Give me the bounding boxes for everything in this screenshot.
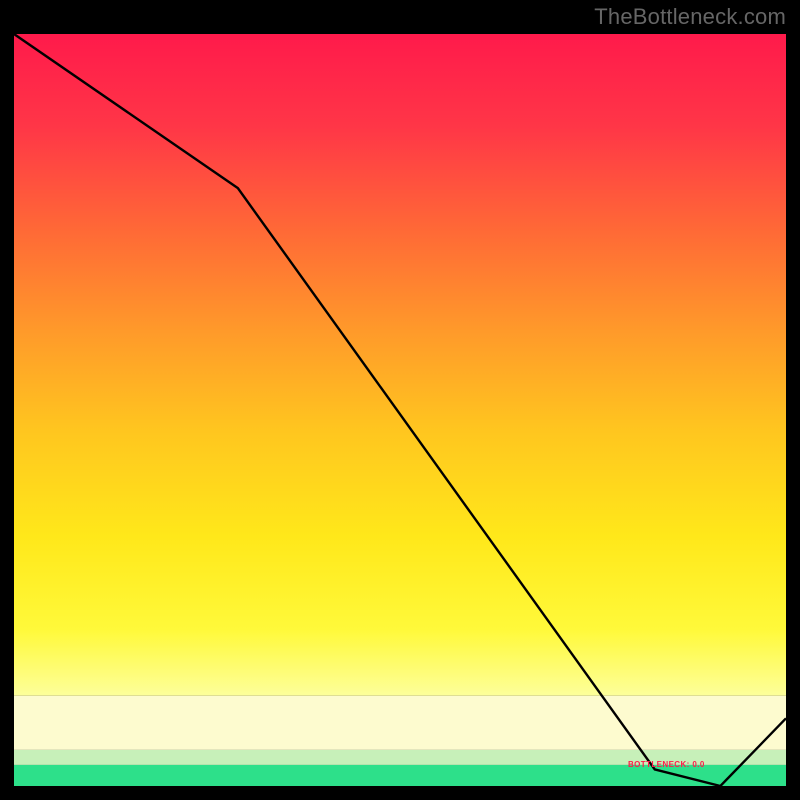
watermark-text: TheBottleneck.com: [594, 4, 786, 30]
chart-frame: BOTTLENECK: 0.0: [14, 34, 786, 786]
chart-svg: BOTTLENECK: 0.0: [14, 34, 786, 786]
bottom-label: BOTTLENECK: 0.0: [628, 760, 705, 769]
cream-band: [14, 696, 786, 750]
gradient-background: [14, 34, 786, 696]
